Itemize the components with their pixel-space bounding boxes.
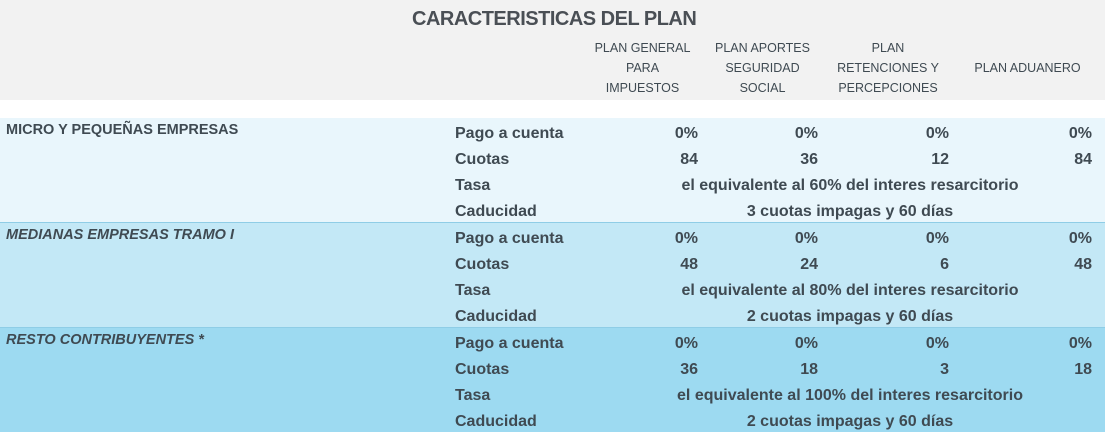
line: IMPUESTOS — [605, 81, 680, 95]
line: PLAN ADUANERO — [974, 61, 1081, 75]
row-tasa: Tasa el equivalente al 60% del interes re… — [0, 173, 1105, 199]
cell-value: 3 — [940, 361, 949, 378]
cell-value: 36 — [800, 151, 818, 168]
column-header-plan-retenciones: PLAN RETENCIONES Y PERCEPCIONES — [828, 38, 948, 98]
column-header-plan-aduanero: PLAN ADUANERO — [960, 38, 1095, 78]
merged-value: 3 cuotas impagas y 60 días — [746, 203, 954, 220]
merged-value: 2 cuotas impagas y 60 días — [746, 308, 954, 325]
section-1: MICRO Y PEQUEÑAS EMPRESAS Pago a cuenta 0%… — [0, 118, 1105, 222]
column-header-plan-general: PLAN GENERAL PARA IMPUESTOS — [585, 38, 700, 98]
row-caducidad: Caducidad 2 cuotas impagas y 60 días — [0, 409, 1105, 435]
cell-value: 0% — [674, 335, 698, 352]
cell-value: 84 — [680, 151, 698, 168]
table-header: CARACTERISTICAS DEL PLAN PLAN GENERAL PAR… — [0, 0, 1105, 100]
line: PLAN APORTES — [715, 41, 810, 55]
cell-value: 0% — [925, 230, 949, 247]
line — [960, 38, 1095, 58]
line: SOCIAL — [739, 81, 786, 95]
merged-value: 2 cuotas impagas y 60 días — [746, 413, 954, 430]
column-header-plan-aportes: PLAN APORTES SEGURIDAD SOCIAL — [705, 38, 820, 98]
row-caducidad: Caducidad 3 cuotas impagas y 60 días — [0, 199, 1105, 225]
section-3: RESTO CONTRIBUYENTES * Pago a cuenta 0% 0% 0… — [0, 327, 1105, 432]
row-tasa: Tasa el equivalente al 80% del interes re… — [0, 278, 1105, 304]
row-label: Cuotas — [455, 256, 510, 273]
cell-value: 0% — [925, 125, 949, 142]
cell-value: 0% — [674, 125, 698, 142]
cell-value: 0% — [1068, 125, 1092, 142]
cell-value: 12 — [931, 151, 949, 168]
cell-value: 0% — [1068, 230, 1092, 247]
merged-value: el equivalente al 100% del interes resar… — [677, 387, 1023, 404]
cell-value: 24 — [800, 256, 818, 273]
cell-value: 0% — [674, 230, 698, 247]
row-label: Caducidad — [455, 308, 537, 325]
cell-value: 0% — [794, 230, 818, 247]
row-label: Tasa — [455, 282, 491, 299]
row-label: Caducidad — [455, 413, 537, 430]
line: PARA — [625, 61, 660, 75]
cell-value: 18 — [800, 361, 818, 378]
cell-value: 48 — [1074, 256, 1092, 273]
cell-value: 0% — [794, 125, 818, 142]
row-tasa: Tasa el equivalente al 100% del interes r… — [0, 383, 1105, 409]
row-label: Pago a cuenta — [455, 125, 564, 142]
row-label: Caducidad — [455, 203, 537, 220]
cell-value: 36 — [680, 361, 698, 378]
row-cuotas: Cuotas 36 18 3 18 — [0, 357, 1105, 383]
row-label: Cuotas — [455, 361, 510, 378]
cell-value: 0% — [925, 335, 949, 352]
cell-value: 0% — [794, 335, 818, 352]
row-label: Tasa — [455, 177, 491, 194]
line: PLAN — [871, 41, 905, 55]
page-title: CARACTERISTICAS DEL PLAN — [412, 8, 697, 30]
section-2: MEDIANAS EMPRESAS TRAMO I Pago a cuenta 0%… — [0, 222, 1105, 327]
row-label: Pago a cuenta — [455, 335, 564, 352]
line: SEGURIDAD — [725, 61, 800, 75]
section-name: MEDIANAS EMPRESAS TRAMO I — [6, 227, 234, 243]
section-name: MICRO Y PEQUEÑAS EMPRESAS — [6, 122, 239, 138]
line: PLAN GENERAL — [594, 41, 691, 55]
merged-value: el equivalente al 80% del interes resarc… — [681, 282, 1019, 299]
cell-value: 18 — [1074, 361, 1092, 378]
section-name: RESTO CONTRIBUYENTES * — [6, 332, 204, 348]
cell-value: 0% — [1068, 335, 1092, 352]
merged-value: el equivalente al 60% del interes resarc… — [681, 177, 1019, 194]
row-pago: Pago a cuenta 0% 0% 0% 0% — [0, 226, 1105, 252]
cell-value: 84 — [1074, 151, 1092, 168]
row-cuotas: Cuotas 48 24 6 48 — [0, 252, 1105, 278]
row-label: Pago a cuenta — [455, 230, 564, 247]
line: PERCEPCIONES — [838, 81, 938, 95]
row-label: Cuotas — [455, 151, 510, 168]
row-label: Tasa — [455, 387, 491, 404]
row-pago: Pago a cuenta 0% 0% 0% 0% — [0, 121, 1105, 147]
line: RETENCIONES Y — [837, 61, 939, 75]
row-cuotas: Cuotas 84 36 12 84 — [0, 147, 1105, 173]
row-caducidad: Caducidad 2 cuotas impagas y 60 días — [0, 304, 1105, 330]
cell-value: 6 — [940, 256, 949, 273]
row-pago: Pago a cuenta 0% 0% 0% 0% — [0, 331, 1105, 357]
cell-value: 48 — [680, 256, 698, 273]
